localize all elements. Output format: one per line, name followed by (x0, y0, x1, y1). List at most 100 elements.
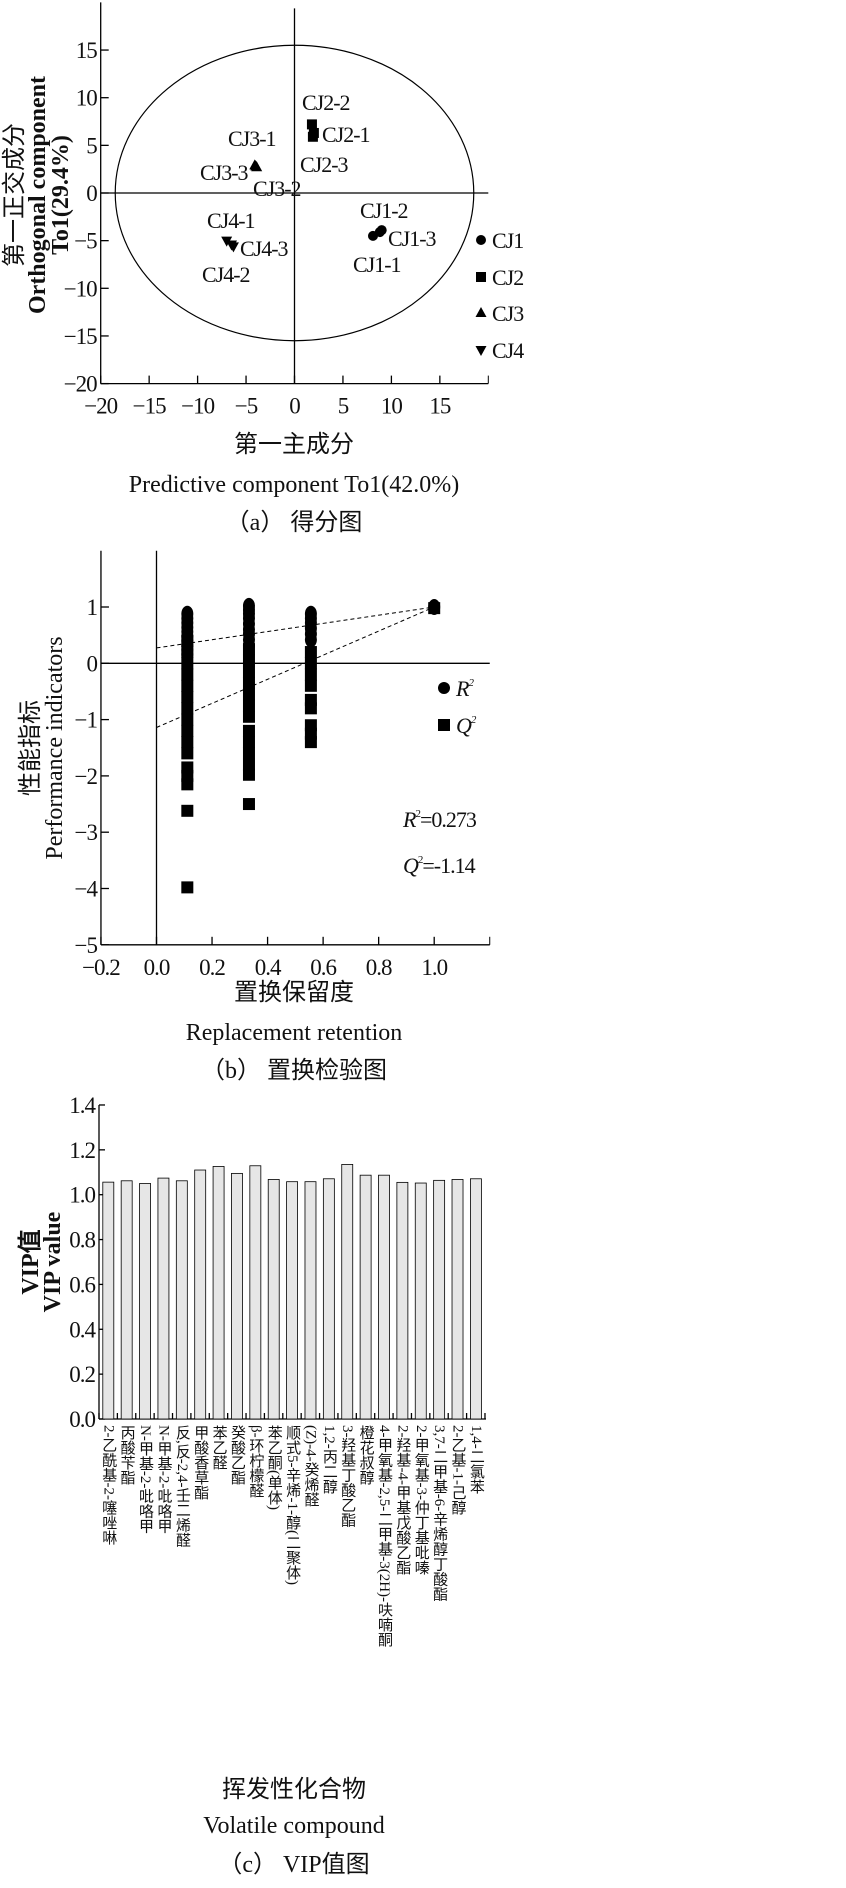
vip-bar (469, 1178, 482, 1420)
score-plot-ylabel: Orthogonal component (25, 76, 51, 314)
category-label: 甲酸香草酯 (192, 1425, 209, 1500)
data-point-q2 (181, 691, 194, 704)
vip-bar (139, 1183, 151, 1420)
category-label: 2-乙基-1-己醇 (450, 1425, 467, 1515)
stat-annotation: Q2=-1.14 (403, 853, 476, 878)
point-label: CJ1-1 (353, 252, 401, 277)
x-tick-label: 0 (289, 394, 300, 419)
data-point-q2 (242, 768, 255, 781)
data-point-cj1 (376, 225, 387, 236)
x-tick-label: 1.0 (421, 955, 447, 980)
data-point-q2 (242, 747, 255, 760)
y-tick-label: 10 (76, 86, 98, 111)
vip-bar (378, 1174, 390, 1420)
category-label: 3,7-二甲基-6-辛烯醇丁酸酯 (431, 1425, 448, 1601)
data-point-q2 (181, 713, 194, 726)
legend-marker-cj3 (475, 307, 487, 317)
vip-bar (267, 1179, 280, 1420)
data-point-q2 (181, 668, 194, 681)
legend-marker-q (438, 719, 450, 731)
category-label: 2-乙酰基-2-噻唑啉 (100, 1425, 117, 1545)
stat-sup: 2 (415, 808, 420, 820)
y-tick-label: −2 (74, 764, 97, 789)
category-label: 1,4-二氯苯 (468, 1425, 485, 1494)
legend-label: CJ1 (492, 228, 523, 253)
data-point-q2 (181, 881, 194, 894)
stat-sup: 2 (418, 854, 423, 866)
score-plot-ylabel2: To1(29.4%) (48, 135, 74, 255)
data-point-q2 (242, 688, 255, 701)
score-plot-ylabel-cn: 第一正交成分 (1, 123, 28, 267)
stat-name: Q (403, 853, 419, 878)
vip-bar (249, 1165, 262, 1420)
category-label: 反,反-2,4-壬二烯醛 (174, 1425, 191, 1548)
data-point-q2 (181, 634, 194, 647)
vip-bar (212, 1166, 225, 1420)
legend-marker-cj2 (476, 272, 486, 282)
data-point-r2 (304, 631, 317, 648)
y-tick-label: 0.0 (69, 1407, 95, 1432)
permutation-ylabel: Performance indicators (42, 636, 68, 859)
vip-bar (304, 1181, 317, 1420)
legend-label-sup: 2 (471, 714, 477, 726)
x-tick-label: 5 (338, 394, 349, 419)
vip-bar (414, 1182, 427, 1420)
point-label: CJ1-2 (360, 198, 408, 223)
score-plot-xlabel: Predictive component To1(42.0%) (129, 472, 459, 498)
y-tick-label: 1.4 (69, 1093, 96, 1118)
x-tick-label: −5 (235, 394, 258, 419)
data-point-q2 (304, 668, 317, 681)
permutation-xlabel: Replacement retention (186, 1020, 403, 1046)
legend-marker-cj4 (475, 346, 487, 356)
point-label: CJ2-3 (300, 152, 349, 177)
y-tick-label: −1 (74, 708, 97, 733)
category-label: 4-甲氧基-2,5-二甲基-3(2H)-呋喃酮 (376, 1425, 393, 1648)
data-point-cj4 (227, 242, 239, 253)
vip-caption: （c） VIP值图 (218, 1851, 369, 1878)
data-point-q2 (242, 736, 255, 749)
permutation-ylabel-cn: 性能指标 (17, 700, 44, 796)
data-point-q2 (181, 747, 194, 760)
data-point-q2 (181, 804, 194, 817)
vip-bar (175, 1180, 188, 1420)
point-label: CJ1-3 (388, 226, 437, 251)
x-tick-label: 0.4 (255, 955, 282, 980)
category-label: N-甲基-2-吡咯甲 (137, 1425, 154, 1534)
x-tick-label: 0.8 (366, 955, 392, 980)
category-label: 橙花叔醇 (358, 1425, 375, 1485)
y-tick-label: 1.2 (69, 1138, 95, 1163)
data-point-q2 (181, 679, 194, 692)
y-tick-label: 0.4 (69, 1317, 96, 1342)
vip-bar (451, 1179, 464, 1420)
data-point-q2 (242, 798, 255, 811)
permutation-plot: 置换保留度 Replacement retention （b） 置换检验图 性能… (17, 550, 491, 1084)
score-plot-xlabel-cn: 第一主成分 (234, 431, 354, 458)
category-label: 癸酸乙酯 (229, 1425, 246, 1485)
y-tick-label: −5 (74, 229, 97, 254)
vip-bar (231, 1172, 243, 1420)
legend-label: CJ3 (492, 301, 524, 326)
y-tick-label: 0 (86, 651, 97, 676)
legend-label-sup: 2 (468, 677, 474, 689)
y-tick-label: 15 (76, 38, 98, 63)
legend-label: Q2 (456, 713, 477, 738)
point-label: CJ4-2 (202, 262, 250, 287)
permutation-caption: （b） 置换检验图 (201, 1057, 387, 1084)
data-point-q2 (428, 602, 441, 615)
legend-label: R2 (455, 676, 474, 701)
vip-ylabel-cn: VIP值 (16, 1229, 44, 1294)
vip-bar (120, 1180, 133, 1420)
score-plot-caption: （a） 得分图 (226, 509, 363, 536)
confidence-ellipse (114, 44, 475, 342)
vip-bar (396, 1181, 409, 1420)
y-tick-label: −10 (64, 276, 97, 301)
vip-bar (286, 1181, 299, 1420)
data-point-q2 (242, 710, 255, 723)
point-label: CJ4-3 (240, 236, 289, 261)
point-label: CJ2-1 (322, 122, 370, 147)
stat-annotation: R2=0.273 (402, 807, 477, 832)
vip-bar (341, 1164, 354, 1420)
regression-line-r2 (156, 606, 435, 649)
data-point-q2 (181, 646, 194, 659)
permutation-xlabel-cn: 置换保留度 (234, 979, 354, 1006)
